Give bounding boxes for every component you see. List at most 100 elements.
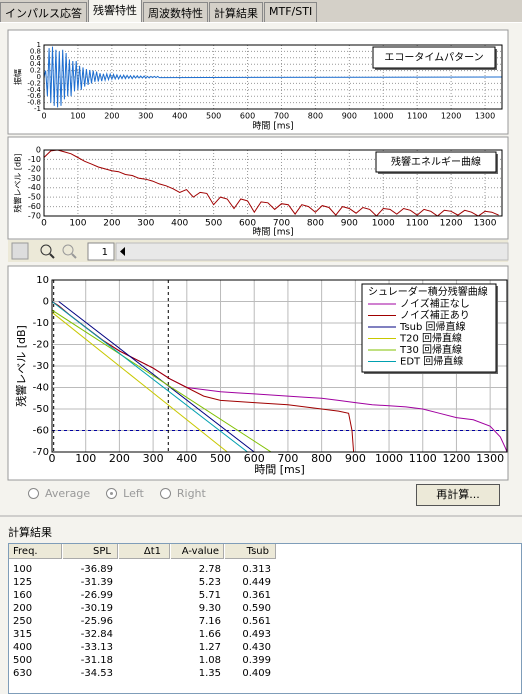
table-cell: 0.399	[242, 655, 271, 666]
table-cell: -32.84	[80, 629, 113, 640]
table-cell: -31.39	[80, 577, 113, 588]
tab[interactable]: 計算結果	[209, 2, 263, 22]
y-tick-label: -30	[28, 174, 41, 183]
tab-strip: インパルス応答 残響特性 周波数特性 計算結果 MTF/STI	[0, 0, 522, 23]
page-field[interactable]	[87, 242, 115, 261]
table-cell: 9.30	[198, 603, 221, 614]
zoom-out[interactable]	[62, 244, 74, 256]
y-tick-label: -0.4	[27, 86, 41, 94]
x-tick-label: 1000	[373, 112, 393, 121]
table-cell: 5.71	[198, 590, 221, 601]
x-tick-label: 300	[143, 452, 164, 465]
x-tick-label: 1200	[440, 219, 463, 229]
radio[interactable]: Average	[28, 487, 90, 500]
x-tick-label: 400	[176, 452, 197, 465]
recalc-button[interactable]: 再計算...	[416, 484, 500, 506]
scrollbar[interactable]	[115, 242, 509, 261]
x-tick-label: 400	[172, 112, 187, 121]
legend-box	[361, 283, 497, 373]
column-header: SPL	[63, 544, 118, 559]
table-cell: 315	[13, 629, 33, 640]
x-tick-label: 1100	[407, 112, 427, 121]
table-cell: 400	[13, 642, 33, 653]
y-tick-label: 0	[36, 146, 41, 155]
legend-label: エコータイムパターン	[384, 52, 483, 64]
table-cell: 7.16	[198, 616, 221, 627]
table-cell: 100	[13, 564, 33, 575]
x-tick-label: 0	[49, 452, 56, 465]
tab[interactable]: 周波数特性	[143, 2, 208, 22]
table-cell: 0.409	[242, 668, 271, 679]
zoom-in[interactable]	[40, 244, 52, 256]
y-axis-title: 残響レベル [dB]	[13, 153, 23, 212]
scroll-left[interactable]	[120, 247, 125, 256]
x-tick-label: 400	[171, 219, 188, 229]
y-tick-label: 1	[37, 41, 41, 49]
table-cell: 2.78	[198, 564, 221, 575]
series-line	[52, 311, 228, 452]
table-cell: 1.66	[198, 629, 221, 640]
table-cell: 1.08	[198, 655, 221, 666]
y-tick-label: 0.8	[30, 47, 41, 55]
y-tick-label: -70	[28, 212, 41, 221]
x-tick-label: 0	[41, 112, 46, 121]
plot-frame	[43, 149, 503, 217]
table-cell: 0.361	[242, 590, 271, 601]
series-line	[58, 301, 255, 452]
plot-frame	[51, 279, 508, 453]
x-tick-label: 600	[244, 452, 265, 465]
legend-box	[375, 151, 497, 173]
x-tick-label: 600	[239, 219, 256, 229]
table-cell: 160	[13, 590, 33, 601]
table-cell: 125	[13, 577, 33, 588]
table-cell: 0.313	[242, 564, 271, 575]
x-tick-label: 1300	[476, 452, 504, 465]
radio-dot	[28, 488, 39, 499]
y-tick-label: 0.4	[30, 60, 42, 68]
legend-label: EDT 回帰直線	[400, 355, 463, 368]
tab[interactable]: 残響特性	[88, 0, 142, 22]
radio[interactable]: Left	[106, 487, 144, 500]
y-tick-label: -60	[28, 202, 41, 211]
page-number: 1	[102, 247, 108, 258]
zoom-in-handle	[49, 253, 55, 259]
table-cell: 500	[13, 655, 33, 666]
table-cell: 0.561	[242, 616, 271, 627]
radio-label: Average	[45, 487, 91, 500]
table-cell: 630	[13, 668, 33, 679]
table-cell: 1.35	[198, 668, 221, 679]
y-tick-label: -50	[33, 404, 49, 415]
x-tick-label: 200	[103, 219, 120, 229]
tab[interactable]: インパルス応答	[0, 2, 87, 22]
y-tick-label: -40	[33, 383, 49, 394]
y-tick-label: 10	[36, 275, 49, 286]
table-cell: -33.13	[80, 642, 113, 653]
fit-button[interactable]	[11, 242, 29, 260]
series-line	[44, 150, 499, 216]
results-title: 計算結果	[8, 526, 52, 539]
legend-label: ノイズ補正なし	[400, 297, 470, 310]
x-tick-label: 800	[308, 112, 323, 121]
x-tick-label: 700	[274, 112, 289, 121]
y-tick-label: 0.6	[30, 54, 42, 62]
x-tick-label: 500	[206, 112, 221, 121]
y-tick-label: -20	[33, 340, 49, 351]
x-tick-label: 600	[240, 112, 255, 121]
tab[interactable]: MTF/STI	[264, 2, 318, 22]
y-tick-label: -70	[33, 447, 49, 458]
table-cell: -26.99	[80, 590, 113, 601]
y-tick-label: -60	[33, 426, 49, 437]
radio-label: Left	[123, 487, 144, 500]
table-cell: 200	[13, 603, 33, 614]
y-tick-label: -0.2	[27, 79, 41, 87]
x-axis-title: 時間 [ms]	[252, 227, 293, 238]
column-header: A-value	[171, 544, 224, 559]
table-cell: -36.89	[80, 564, 113, 575]
y-axis-title: 振幅	[13, 69, 23, 85]
radio-group: Average Left Right	[28, 487, 222, 502]
x-axis-title: 時間 [ms]	[252, 121, 293, 132]
table-cell: -30.19	[80, 603, 113, 614]
radio[interactable]: Right	[159, 487, 206, 500]
table-cell: 250	[13, 616, 33, 627]
legend-label: Tsub 回帰直線	[399, 320, 466, 333]
